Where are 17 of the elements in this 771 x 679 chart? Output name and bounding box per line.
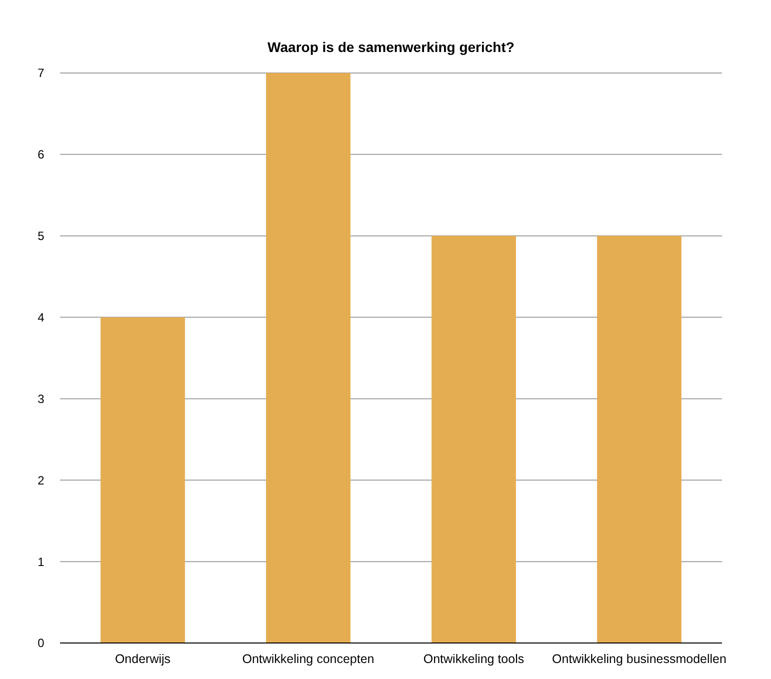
x-tick-label: Ontwikkeling businessmodellen bbox=[552, 652, 726, 666]
y-tick-label: 7 bbox=[38, 66, 45, 80]
y-tick-label: 5 bbox=[38, 229, 45, 244]
x-tick-label: Ontwikkeling concepten bbox=[242, 652, 374, 666]
y-tick-label: 4 bbox=[38, 310, 45, 324]
y-tick-label: 3 bbox=[38, 392, 45, 406]
bar bbox=[597, 236, 682, 643]
chart-title: Waarop is de samenwerking gericht? bbox=[268, 39, 514, 55]
y-tick-label: 2 bbox=[38, 473, 45, 488]
y-tick-label: 1 bbox=[38, 554, 45, 569]
bar bbox=[266, 73, 350, 643]
x-tick-label: Onderwijs bbox=[114, 652, 171, 666]
x-tick-label: Ontwikkeling tools bbox=[423, 652, 524, 666]
bar bbox=[100, 317, 185, 643]
y-tick-label: 6 bbox=[38, 148, 45, 162]
bar bbox=[432, 236, 516, 643]
y-tick-label: 0 bbox=[38, 636, 45, 650]
